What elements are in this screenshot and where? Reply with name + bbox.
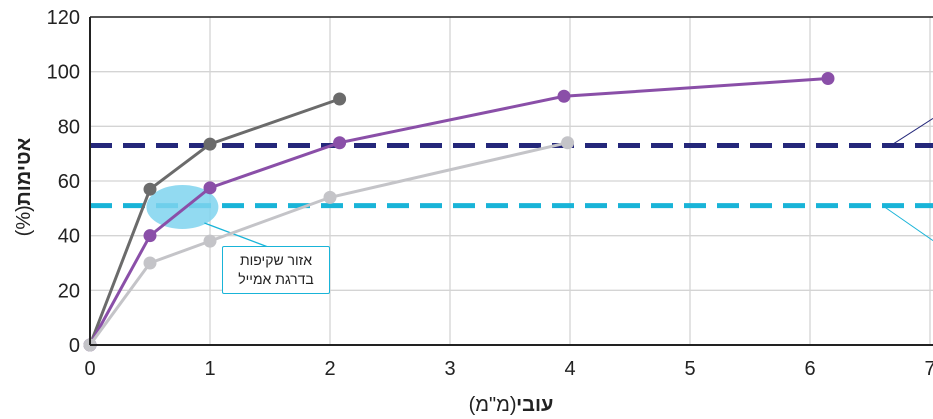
series-1-point-2 (203, 181, 217, 195)
grid (90, 16, 933, 345)
series-line-2 (88, 141, 568, 346)
series-2-point-2 (203, 234, 217, 248)
callout-line-1: אזור שקיפות (239, 252, 312, 268)
series-0-point-2 (203, 137, 217, 151)
callout-line-2: בדרגת אמייל (238, 271, 314, 287)
x-tick-label-6: 6 (804, 358, 815, 380)
series-2-point-1 (143, 256, 157, 270)
series-line-1 (88, 77, 829, 346)
y-axis-title-bold: אטימות (13, 137, 35, 205)
series-0-point-1 (143, 182, 157, 196)
y-tick-label-0: 0 (69, 335, 80, 357)
y-axis-title-unit: (%) (13, 205, 35, 236)
series-2-point-3 (323, 190, 337, 204)
x-tick-label-1: 1 (204, 358, 215, 380)
reference-leader-1 (883, 206, 933, 242)
series-1-point-5 (821, 72, 835, 85)
x-axis-title-bold: עובי (516, 394, 553, 416)
y-tick-label-4: 80 (58, 116, 80, 138)
y-tick-label-2: 40 (58, 226, 80, 248)
axes (89, 16, 933, 346)
callout-leader (204, 222, 269, 248)
y-tick-label-3: 60 (58, 171, 80, 193)
x-tick-label-0: 0 (84, 358, 95, 380)
y-axis-title: אטימות (%) (13, 137, 35, 236)
y-tick-label-5: 100 (47, 62, 80, 84)
series-0-point-3 (333, 92, 347, 106)
x-tick-label-2: 2 (324, 358, 335, 380)
y-tick-label-6: 120 (47, 7, 80, 29)
tick-labels: 0 20 40 60 80 100 120 0 1 2 3 4 5 6 7 (47, 7, 933, 380)
x-tick-label-7: 7 (924, 358, 933, 380)
y-tick-label-1: 20 (58, 280, 80, 302)
x-axis-title-unit: (מ"מ) (469, 394, 517, 416)
reference-lines (90, 118, 933, 242)
series-1-point-4 (557, 89, 571, 103)
series-2-point-4 (561, 136, 575, 150)
x-axis-title: עובי (מ"מ) (469, 394, 554, 416)
series-1-point-3 (333, 136, 347, 150)
series-line-0 (88, 97, 341, 346)
x-tick-label-3: 3 (444, 358, 455, 380)
series-1-point-1 (143, 229, 157, 243)
reference-leader-0 (893, 118, 933, 144)
callout-box: אזור שקיפות בדרגת אמייל (222, 246, 330, 294)
x-tick-label-4: 4 (564, 358, 575, 380)
x-tick-label-5: 5 (684, 358, 695, 380)
